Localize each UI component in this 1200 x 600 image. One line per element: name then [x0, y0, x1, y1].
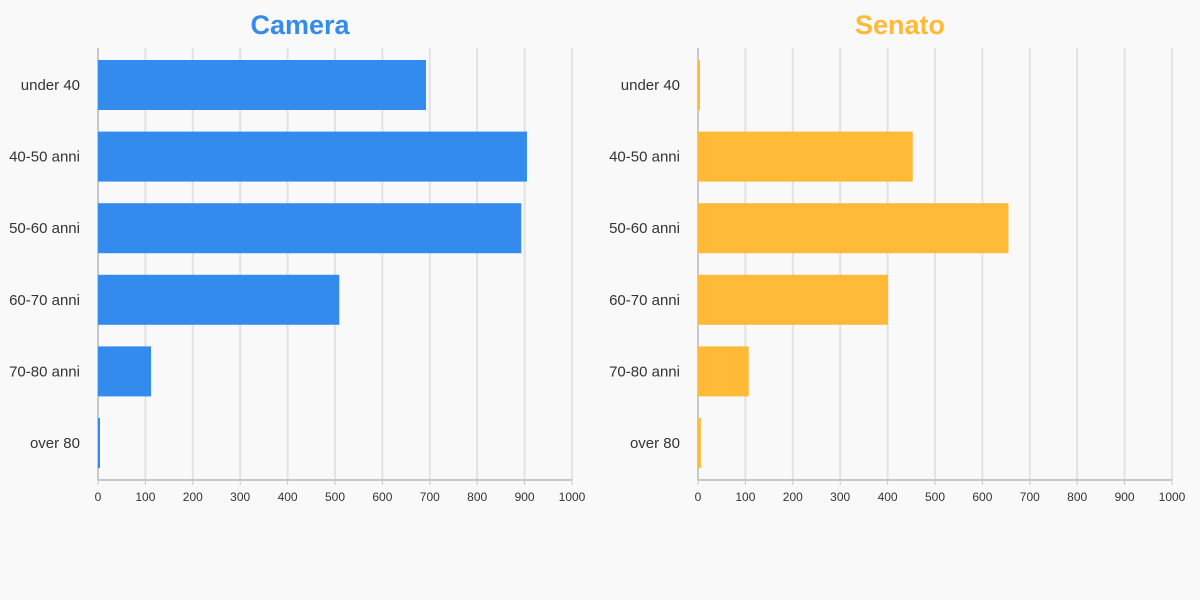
senato-bar [698, 60, 700, 110]
senato-bar [698, 346, 749, 397]
senato-tick-label: 1000 [1159, 490, 1186, 504]
camera-tick-label: 400 [278, 490, 298, 504]
senato-tick-label: 600 [972, 490, 992, 504]
camera-category-label: 60-70 anni [9, 292, 80, 309]
camera-bar [98, 274, 340, 325]
camera-bar [98, 346, 152, 397]
senato-category-label: over 80 [630, 435, 680, 452]
camera-category-label: under 40 [21, 77, 80, 94]
camera-tick-label: 900 [515, 490, 535, 504]
senato-category-label: 40-50 anni [609, 149, 680, 166]
camera-tick-label: 800 [467, 490, 487, 504]
senato-tick-label: 500 [925, 490, 945, 504]
camera-category-label: 70-80 anni [9, 363, 80, 380]
senato-tick-label: 400 [878, 490, 898, 504]
camera-panel: Camera 0 100 200 300 400 500 600 700 800 900 1000 un… [9, 10, 586, 504]
senato-tick-label: 0 [695, 490, 702, 504]
camera-tick-label: 700 [420, 490, 440, 504]
camera-title: Camera [250, 10, 350, 40]
senato-bar [698, 131, 913, 182]
senato-category-label: 50-60 anni [609, 220, 680, 237]
camera-category-label: 50-60 anni [9, 220, 80, 237]
senato-bar [698, 203, 1009, 254]
camera-bar [98, 418, 100, 468]
camera-tick-label: 200 [183, 490, 203, 504]
senato-tick-label: 100 [735, 490, 755, 504]
camera-bar [98, 60, 427, 110]
camera-tick-label: 600 [372, 490, 392, 504]
senato-panel: Senato 0 100 200 300 400 500 600 700 800 900 1000 un… [609, 10, 1186, 504]
senato-tick-label: 200 [783, 490, 803, 504]
senato-tick-label: 700 [1020, 490, 1040, 504]
camera-bar [98, 203, 522, 254]
camera-tick-label: 100 [135, 490, 155, 504]
senato-category-label: under 40 [621, 77, 680, 94]
camera-category-label: 40-50 anni [9, 149, 80, 166]
senato-category-label: 70-80 anni [609, 363, 680, 380]
senato-tick-label: 300 [830, 490, 850, 504]
senato-tick-label: 800 [1067, 490, 1087, 504]
senato-bar [698, 418, 701, 468]
camera-tick-label: 0 [95, 490, 102, 504]
senato-bar [698, 274, 889, 325]
senato-title: Senato [855, 10, 945, 40]
camera-tick-label: 1000 [559, 490, 586, 504]
camera-tick-label: 500 [325, 490, 345, 504]
camera-category-label: over 80 [30, 435, 80, 452]
senato-tick-label: 900 [1115, 490, 1135, 504]
camera-bar [98, 131, 527, 182]
camera-tick-label: 300 [230, 490, 250, 504]
senato-category-label: 60-70 anni [609, 292, 680, 309]
